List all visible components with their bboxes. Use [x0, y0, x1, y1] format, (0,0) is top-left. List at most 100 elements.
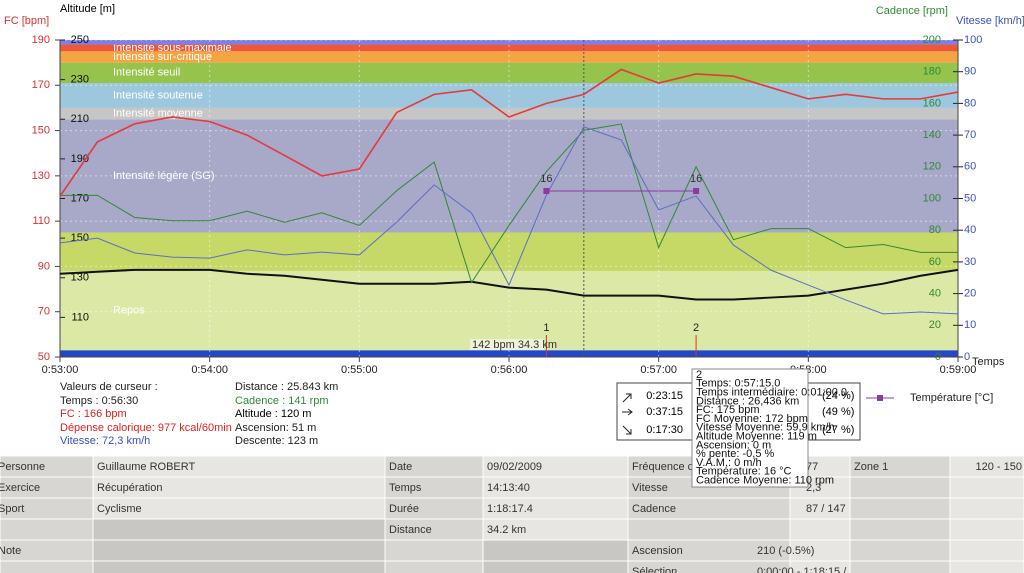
table-cell [949, 560, 1024, 573]
tooltip-line: FC Moyenne: 172 bpm [696, 413, 808, 425]
lap-label: 2 [693, 322, 699, 334]
altitude-axis-label: Altitude [m] [60, 3, 115, 15]
table-text: Sport [0, 503, 24, 515]
altitude-tick-label: 150 [71, 232, 89, 244]
series-marker [693, 188, 700, 194]
lap-pct: (24 %) [822, 390, 854, 402]
series-line [59, 68, 959, 197]
zone-band [60, 107, 958, 120]
table-cell [0, 560, 94, 573]
table-text: 0:00:00 - 1:18:15 / 1:18:15 / 34.2 km [757, 566, 934, 573]
cursor-line: Ascension: 51 m [235, 422, 316, 434]
legend-marker [877, 395, 883, 401]
lap-time: 0:23:15 [646, 390, 683, 402]
table-text: Distance [389, 524, 432, 536]
cadence-axis-label: Cadence [rpm] [876, 5, 948, 17]
zone-band [60, 350, 958, 357]
table-cell [849, 476, 951, 499]
table-cell [849, 518, 951, 541]
cadence-tick-label: 140 [923, 129, 941, 141]
series-line [59, 126, 959, 315]
cursor-line: Cadence : 141 rpm [235, 395, 329, 407]
table-cell [384, 560, 484, 573]
x-tick-label: 0:55:00 [341, 364, 378, 376]
cadence-tick-label: 200 [923, 34, 941, 46]
x-tick-label: 0:53:00 [42, 364, 79, 376]
table-text: Temps [389, 482, 422, 494]
table-cell [849, 539, 951, 562]
table-text: 2,3 [806, 482, 821, 494]
zone-band [60, 62, 958, 84]
tooltip-line: % pente: -0,5 % [696, 448, 774, 460]
x-tick-label: 0:56:00 [491, 364, 528, 376]
table-text: Sélection [632, 566, 677, 573]
zone-band [60, 40, 958, 45]
vitesse-tick-label: 20 [964, 288, 976, 300]
cursor-line: Descente: 123 m [235, 435, 318, 447]
zone-label: Intensité moyenne [113, 107, 203, 119]
table-text: Personne [0, 461, 45, 473]
cursor-line: FC : 166 bpm [60, 408, 127, 420]
table-cell [92, 539, 386, 562]
altitude-tick-label: 110 [71, 311, 89, 323]
fc-tick-label: 70 [38, 306, 50, 318]
lap-time: 0:17:30 [646, 424, 683, 436]
arrow-down-icon [622, 425, 632, 435]
vitesse-tick-label: 30 [964, 256, 976, 268]
arrow-up-icon [622, 393, 632, 403]
data-label: 16 [540, 173, 552, 185]
series-line [59, 268, 959, 301]
table-cell [482, 539, 629, 562]
zone-label: Intensité soutenue [113, 89, 203, 101]
vitesse-tick-label: 40 [964, 224, 976, 236]
table-cell [92, 518, 386, 541]
plot: Repos Intensité légère (SG) Intensité moye… [32, 34, 983, 376]
table-cell [789, 518, 851, 541]
table-text: Durée [389, 503, 419, 515]
tooltip-line: Ascension: 0 m [696, 439, 771, 451]
cadence-tick-label: 40 [929, 288, 941, 300]
vitesse-tick-label: 50 [964, 192, 976, 204]
table-text: Cadence [632, 503, 676, 515]
vitesse-tick-label: 80 [964, 97, 976, 109]
altitude-tick-label: 210 [71, 113, 89, 125]
zone-label: Intensité seuil [113, 67, 180, 79]
tooltip-line: Distance : 26,436 km [696, 395, 799, 407]
altitude-tick-label: 130 [71, 272, 89, 284]
table-text: 120 - 150 [976, 461, 1022, 473]
zone-label: Repos [113, 304, 145, 316]
table-text: 09/02/2009 [487, 461, 542, 473]
table-text: 210 (-0.5%) [757, 545, 814, 557]
legend: Température [°C] [866, 392, 993, 404]
tooltip-line: Temps intermédiaire: 0:01:00.0 [696, 387, 847, 399]
vitesse-tick-label: 60 [964, 161, 976, 173]
table-text: Note [0, 545, 21, 557]
cursor-line: Altitude : 120 m [235, 408, 311, 420]
table-text: Vitesse [632, 482, 668, 494]
data-label: 16 [690, 173, 702, 185]
cadence-tick-label: 160 [923, 97, 941, 109]
tooltip-line: Altitude Moyenne: 119 m [696, 431, 817, 443]
tooltip-line: V.A.M.: 0 m/h [696, 457, 762, 469]
fc-tick-label: 150 [32, 124, 50, 136]
zone-label: Intensité sous-maximale [113, 42, 232, 54]
fc-tick-label: 110 [32, 215, 50, 227]
vitesse-tick-label: 0 [964, 351, 970, 363]
summary-table: Personne Guillaume ROBERT Date 09/02/2009 Fr… [0, 455, 1024, 573]
cadence-tick-label: 100 [923, 192, 941, 204]
table-cell [949, 497, 1024, 520]
fc-axis-label: FC [bpm] [4, 15, 49, 27]
fc-tick-label: 130 [32, 170, 50, 182]
altitude-tick-label: 250 [71, 34, 89, 46]
tooltip-line: 2 [696, 369, 702, 381]
table-text: 34.2 km [487, 524, 526, 536]
vitesse-tick-label: 10 [964, 319, 976, 331]
cadence-tick-label: 180 [923, 66, 941, 78]
table-cell [0, 518, 94, 541]
cadence-tick-label: 80 [929, 224, 941, 236]
table-cell [482, 560, 629, 573]
cursor-line: Distance : 25.843 km [235, 381, 338, 393]
lap-time: 0:37:15 [646, 406, 683, 418]
table-text: Guillaume ROBERT [97, 461, 195, 473]
cadence-tick-label: 120 [923, 161, 941, 173]
